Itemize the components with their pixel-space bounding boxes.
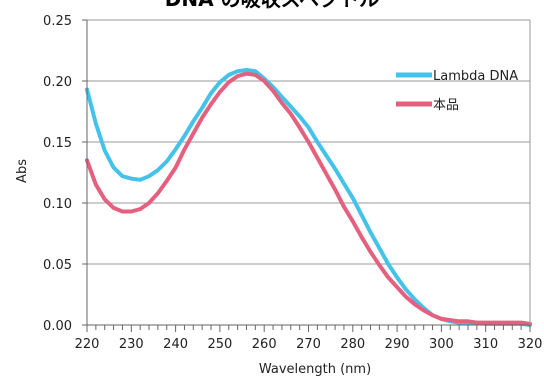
y-tick-label: 0.25 (43, 14, 72, 29)
x-tick-label: 310 (473, 337, 498, 352)
y-tick-label: 0.00 (43, 319, 72, 334)
chart-title: DNA の吸収スペクトル (165, 0, 379, 11)
y-tick-label: 0.15 (43, 136, 72, 151)
x-tick-label: 250 (207, 337, 232, 352)
x-tick-label: 220 (75, 337, 100, 352)
axes (82, 19, 531, 332)
x-tick-label: 260 (252, 337, 277, 352)
legend-label-product: 本品 (433, 98, 459, 113)
y-tick-label: 0.20 (43, 75, 72, 90)
series-line-product (85, 71, 532, 326)
y-tick-label: 0.10 (43, 197, 72, 212)
x-tick-label: 240 (163, 337, 188, 352)
x-axis-title: Wavelength (nm) (259, 362, 371, 376)
x-tick-label: 280 (340, 337, 365, 352)
x-tick-label: 300 (429, 337, 454, 352)
legend-label-lambda-dna: Lambda DNA (433, 69, 518, 84)
x-tick-label: 290 (385, 337, 410, 352)
legend: Lambda DNA 本品 (396, 69, 518, 113)
y-axis-title: Abs (15, 159, 30, 183)
x-tick-label: 320 (518, 337, 543, 352)
y-tick-label: 0.05 (43, 258, 72, 273)
tick-labels: 0.00 0.05 0.10 0.15 0.20 0.25 220 230 240 250 260 2… (43, 14, 542, 352)
x-tick-label: 230 (119, 337, 144, 352)
series-lines (85, 68, 532, 327)
x-tick-label: 270 (296, 337, 321, 352)
